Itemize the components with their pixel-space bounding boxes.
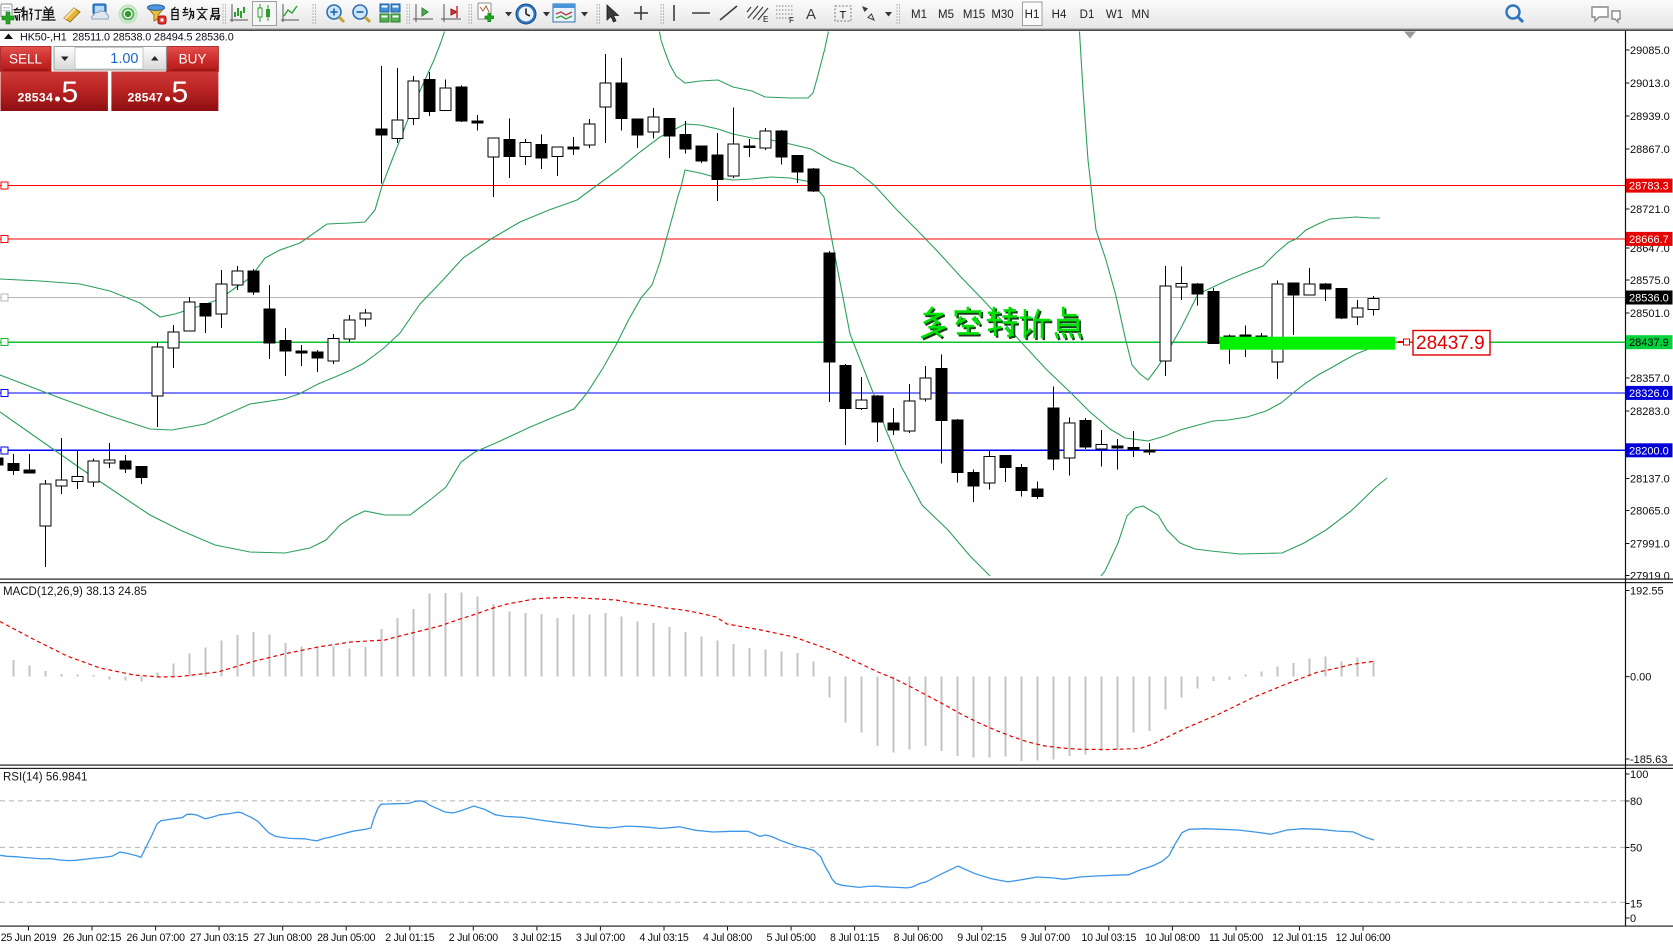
svg-text:28666.7: 28666.7 (1629, 234, 1669, 246)
svg-text:5: 5 (62, 76, 79, 109)
svg-text:9 Jul 07:00: 9 Jul 07:00 (1021, 932, 1070, 944)
svg-text:28437.9: 28437.9 (1629, 337, 1669, 349)
svg-text:D1: D1 (1080, 9, 1095, 21)
svg-text:12 Jul 01:15: 12 Jul 01:15 (1272, 932, 1327, 944)
svg-text:MACD(12,26,9) 38.13 24.85: MACD(12,26,9) 38.13 24.85 (3, 586, 147, 598)
svg-text:BUY: BUY (179, 52, 207, 67)
svg-text:28547: 28547 (128, 91, 164, 105)
svg-text:26 Jun 07:00: 26 Jun 07:00 (126, 932, 185, 944)
svg-text:M15: M15 (963, 9, 985, 21)
svg-text:29085.0: 29085.0 (1630, 45, 1670, 57)
svg-text:50: 50 (1630, 843, 1642, 855)
svg-text:25 Jun 2019: 25 Jun 2019 (1, 932, 57, 944)
svg-text:11 Jul 05:00: 11 Jul 05:00 (1209, 932, 1263, 944)
svg-text:28536.0: 28536.0 (1629, 293, 1669, 305)
svg-text:28065.0: 28065.0 (1630, 506, 1670, 518)
svg-text:0.00: 0.00 (1630, 672, 1651, 684)
svg-text:8 Jul 01:15: 8 Jul 01:15 (830, 932, 879, 944)
svg-text:M5: M5 (938, 9, 954, 21)
svg-text:10 Jul 08:00: 10 Jul 08:00 (1145, 932, 1200, 944)
svg-text:M1: M1 (911, 9, 927, 21)
svg-text:28326.0: 28326.0 (1629, 388, 1669, 400)
svg-text:E: E (763, 15, 768, 24)
svg-text:M30: M30 (991, 9, 1013, 21)
svg-text:HK50-,H1 28511.0 28538.0 2849: HK50-,H1 28511.0 28538.0 28494.5 28536.0 (20, 32, 234, 44)
svg-text:T: T (840, 10, 847, 22)
svg-text:F: F (789, 16, 794, 25)
svg-text:3 Jul 02:15: 3 Jul 02:15 (512, 932, 561, 944)
svg-text:12 Jul 06:00: 12 Jul 06:00 (1336, 932, 1391, 944)
svg-text:28200.0: 28200.0 (1629, 445, 1669, 457)
svg-text:RSI(14) 56.9841: RSI(14) 56.9841 (3, 772, 87, 784)
svg-text:10 Jul 03:15: 10 Jul 03:15 (1081, 932, 1136, 944)
svg-text:3 Jul 07:00: 3 Jul 07:00 (576, 932, 625, 944)
svg-text:H4: H4 (1052, 9, 1067, 21)
svg-text:-185.63: -185.63 (1630, 754, 1667, 766)
svg-text:28721.0: 28721.0 (1630, 204, 1670, 216)
svg-text:8 Jul 06:00: 8 Jul 06:00 (894, 932, 943, 944)
svg-text:1.00: 1.00 (110, 51, 138, 67)
svg-text:26 Jun 02:15: 26 Jun 02:15 (63, 932, 122, 944)
svg-text:0: 0 (1630, 913, 1636, 925)
svg-text:29013.0: 29013.0 (1630, 78, 1670, 90)
svg-text:MN: MN (1132, 9, 1150, 21)
svg-text:27919.0: 27919.0 (1630, 571, 1670, 583)
svg-text:28137.0: 28137.0 (1630, 474, 1670, 486)
svg-text:9 Jul 02:15: 9 Jul 02:15 (957, 932, 1006, 944)
svg-text:28534: 28534 (18, 91, 54, 105)
svg-text:SELL: SELL (9, 52, 43, 67)
svg-text:28283.0: 28283.0 (1630, 406, 1670, 418)
svg-text:27991.0: 27991.0 (1630, 539, 1670, 551)
svg-text:28647.0: 28647.0 (1630, 243, 1670, 255)
svg-text:28575.0: 28575.0 (1630, 275, 1670, 287)
svg-text:5: 5 (172, 76, 189, 109)
svg-text:80: 80 (1630, 796, 1642, 808)
svg-text:4 Jul 03:15: 4 Jul 03:15 (639, 932, 688, 944)
svg-text:27 Jun 08:00: 27 Jun 08:00 (254, 932, 313, 944)
svg-text:27 Jun 03:15: 27 Jun 03:15 (190, 932, 249, 944)
svg-text:5 Jul 05:00: 5 Jul 05:00 (767, 932, 816, 944)
svg-text:28939.0: 28939.0 (1630, 111, 1670, 123)
svg-text:28357.0: 28357.0 (1630, 373, 1670, 385)
svg-text:W1: W1 (1106, 9, 1123, 21)
svg-text:28437.9: 28437.9 (1416, 333, 1485, 354)
svg-text:H1: H1 (1025, 9, 1040, 21)
svg-text:28783.3: 28783.3 (1629, 181, 1669, 193)
svg-text:15: 15 (1630, 899, 1642, 911)
svg-text:2 Jul 01:15: 2 Jul 01:15 (385, 932, 434, 944)
svg-text:100: 100 (1630, 769, 1648, 781)
svg-text:A: A (806, 6, 816, 23)
svg-text:4 Jul 08:00: 4 Jul 08:00 (703, 932, 752, 944)
svg-text:2 Jul 06:00: 2 Jul 06:00 (449, 932, 498, 944)
svg-text:28 Jun 05:00: 28 Jun 05:00 (317, 932, 376, 944)
svg-text:28867.0: 28867.0 (1630, 144, 1670, 156)
svg-text:192.55: 192.55 (1630, 586, 1664, 598)
svg-text:28501.0: 28501.0 (1630, 308, 1670, 320)
